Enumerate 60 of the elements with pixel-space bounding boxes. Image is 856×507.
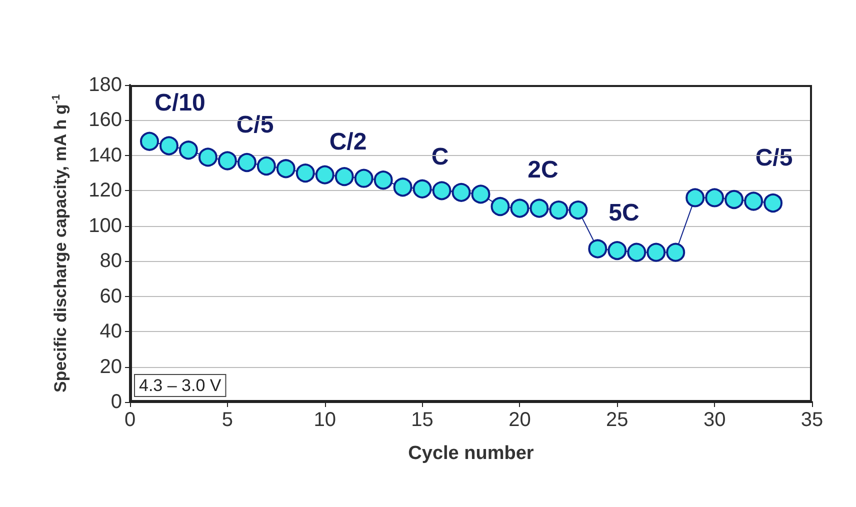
x-tick-label: 30 — [703, 409, 726, 431]
x-tick-label: 15 — [411, 409, 434, 431]
x-tick-label: 10 — [314, 409, 336, 431]
point — [334, 167, 354, 186]
point — [198, 148, 218, 167]
annotation: C/10 — [154, 90, 206, 116]
point — [432, 181, 452, 200]
point — [627, 242, 646, 262]
point — [276, 159, 296, 178]
annotation: C/5 — [236, 112, 274, 138]
y-tick-label: 20 — [100, 356, 122, 378]
annotation: 2C — [528, 156, 558, 184]
point — [218, 151, 237, 170]
point — [666, 242, 686, 262]
annotation: C/2 — [329, 128, 367, 156]
annotation: 5C — [608, 200, 640, 226]
point — [510, 198, 530, 218]
point — [452, 182, 471, 202]
x-tick-label: 25 — [606, 409, 628, 431]
y-tick-label: 60 — [100, 285, 122, 308]
point — [354, 168, 374, 188]
point — [159, 136, 178, 156]
x-axis-title: Cycle number — [408, 443, 534, 464]
y-tick-label: 100 — [88, 214, 122, 237]
point — [296, 164, 315, 183]
y-tick-label: 40 — [100, 320, 122, 343]
point — [237, 152, 256, 172]
point — [256, 156, 276, 176]
point — [530, 198, 549, 218]
point — [178, 140, 198, 160]
y-axis-title: Specific discharge capacity, mA h g-1 — [50, 94, 70, 392]
point — [393, 178, 412, 197]
point — [549, 200, 568, 220]
point — [471, 184, 490, 204]
point — [140, 132, 159, 151]
point — [568, 200, 588, 220]
x-tick-label: 0 — [124, 409, 136, 431]
x-tick-label: 35 — [800, 409, 824, 431]
y-tick-label: 80 — [100, 250, 122, 272]
point — [412, 179, 432, 198]
y-tick-label: 140 — [88, 144, 122, 166]
y-tick-label: 180 — [88, 74, 122, 96]
y-tick-label: 160 — [88, 109, 122, 132]
y-tick-label: 120 — [88, 180, 122, 202]
point — [764, 194, 783, 212]
point — [588, 239, 608, 258]
annotation: 4.3 – 3.0 V — [139, 376, 222, 395]
y-tick-label: 0 — [110, 391, 122, 413]
point — [374, 170, 393, 190]
point — [646, 242, 666, 262]
annotation: C — [431, 144, 449, 170]
point — [608, 241, 627, 260]
x-tick-label: 5 — [222, 409, 233, 431]
point — [705, 188, 724, 208]
point — [686, 188, 705, 208]
x-tick-label: 20 — [508, 409, 531, 431]
point — [315, 165, 334, 184]
point — [724, 190, 744, 209]
point — [744, 192, 764, 211]
point — [490, 197, 510, 216]
